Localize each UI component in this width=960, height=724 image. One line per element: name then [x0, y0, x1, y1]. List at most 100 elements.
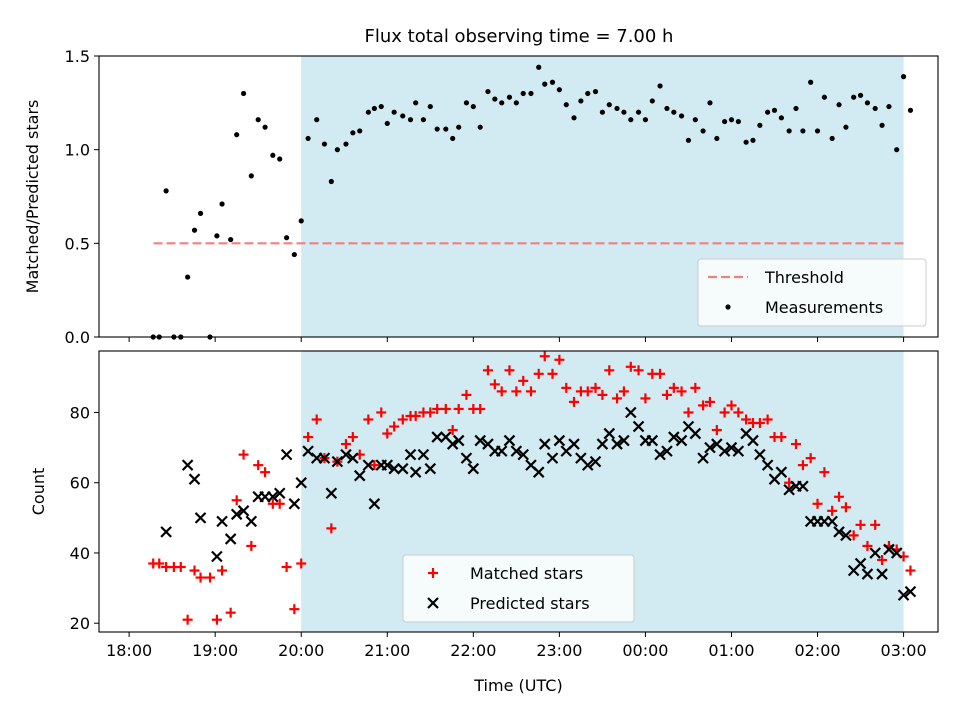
measurement-point [879, 122, 885, 128]
predicted-point [431, 431, 443, 443]
matched-point [389, 421, 400, 432]
matched-point [496, 386, 507, 397]
matched-point [683, 407, 694, 418]
measurement-point [778, 115, 784, 121]
predicted-point [325, 487, 338, 500]
measurement-point [477, 124, 483, 130]
matched-point [612, 393, 623, 404]
predicted-point [546, 452, 559, 464]
measurement-point [793, 105, 799, 112]
measurement-point [642, 117, 649, 123]
matched-point [590, 382, 601, 393]
predicted-point [904, 585, 917, 598]
measurement-point [700, 128, 706, 134]
matched-point [719, 407, 730, 418]
matched-point [154, 558, 165, 569]
predicted-point [510, 445, 523, 457]
measurement-point [563, 102, 569, 108]
predicted-point [318, 452, 331, 464]
measurement-point [328, 178, 334, 185]
matched-point [698, 400, 709, 411]
matched-point [633, 365, 644, 376]
predicted-point [362, 459, 375, 471]
predicted-point [460, 452, 473, 464]
matched-point [303, 432, 314, 443]
measurement-point [621, 109, 627, 115]
matched-point [518, 375, 529, 386]
matched-point [812, 498, 823, 509]
matched-point [640, 393, 651, 404]
matched-point [195, 572, 206, 583]
matched-point [376, 407, 387, 418]
measurement-point [463, 100, 470, 106]
x-tick-label: 02:00 [794, 641, 840, 660]
matched-point [260, 467, 271, 478]
predicted-point [797, 480, 809, 493]
predicted-point [840, 529, 852, 542]
matched-point [840, 502, 851, 513]
measurement-point [872, 105, 878, 112]
measurement-point [291, 251, 297, 258]
predicted-point [618, 434, 630, 447]
measurement-point [197, 210, 204, 216]
measurement-point [283, 235, 290, 241]
matched-point [711, 425, 722, 436]
predicted-point [224, 533, 237, 545]
predicted-point [732, 445, 745, 457]
measurement-point [234, 132, 240, 138]
measurement-point [391, 109, 397, 115]
matched-point [539, 351, 550, 362]
measurement-point [664, 105, 670, 112]
measurement-point [407, 117, 414, 123]
measurement-point [506, 94, 513, 100]
measurement-point [578, 98, 584, 104]
matched-point [561, 382, 572, 393]
matched-point [704, 396, 715, 407]
matched-point [482, 365, 493, 376]
legend-measurement-label: Measurements [765, 298, 883, 317]
matched-point [834, 491, 845, 502]
y-axis-label: Count [29, 468, 48, 516]
predicted-point [826, 515, 838, 528]
matched-point [554, 354, 565, 365]
measurement-point [599, 109, 606, 115]
measurement-point [556, 87, 562, 93]
measurement-point [492, 96, 498, 102]
predicted-point [654, 448, 666, 461]
predicted-point [611, 438, 623, 450]
predicted-point [747, 434, 759, 447]
predicted-point [381, 459, 394, 471]
matched-point [175, 562, 186, 573]
matched-point [797, 460, 808, 471]
measurement-point [321, 141, 328, 147]
measurement-point [907, 107, 914, 113]
measurement-point [743, 139, 749, 145]
matched-point [655, 368, 666, 379]
x-tick-label: 22:00 [450, 641, 496, 660]
predicted-point [230, 508, 243, 521]
predicted-point [725, 441, 738, 454]
predicted-point [761, 459, 774, 471]
matched-point [525, 386, 536, 397]
measurement-point [894, 147, 900, 153]
x-axis-label: Time (UTC) [473, 676, 562, 695]
matched-point [762, 414, 773, 425]
measurement-point [536, 64, 542, 70]
predicted-point [302, 445, 314, 457]
y-tick-label: 0.0 [65, 328, 90, 347]
x-tick-label: 20:00 [278, 641, 324, 660]
matched-point [453, 403, 464, 414]
measurement-point [735, 118, 741, 125]
chart-title: Flux total observing time = 7.00 h [365, 26, 674, 47]
matched-point [870, 519, 881, 530]
measurement-point [808, 79, 814, 85]
measurement-point [185, 274, 191, 280]
predicted-point [553, 434, 566, 447]
measurement-point [707, 100, 713, 106]
predicted-point [188, 473, 201, 485]
predicted-point [181, 459, 194, 471]
predicted-point [340, 448, 352, 461]
predicted-point [704, 441, 716, 454]
matched-point [776, 432, 787, 443]
predicted-point [532, 466, 545, 478]
